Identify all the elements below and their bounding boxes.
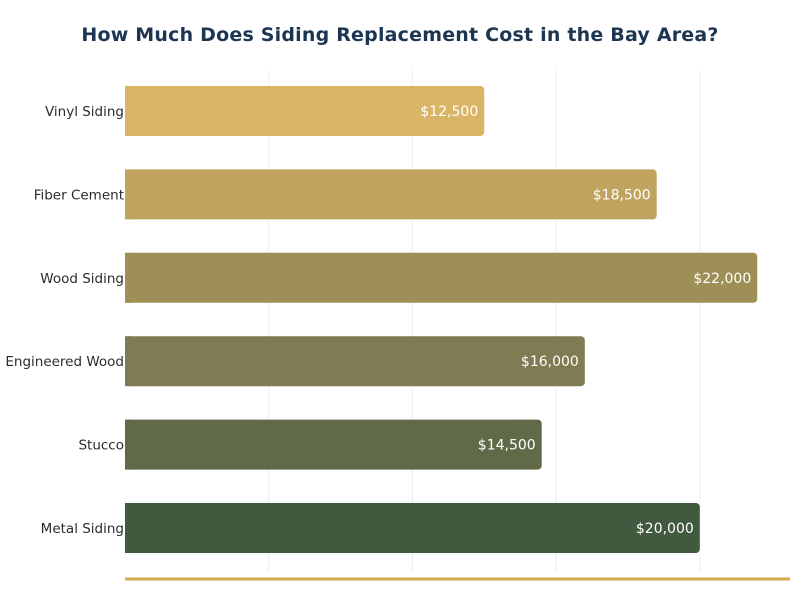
bar-edge-stucco (125, 419, 131, 470)
value-label-vinyl-siding: $12,500 (420, 104, 478, 120)
bar-edge-vinyl-siding (125, 86, 131, 136)
chart-title: How Much Does Siding Replacement Cost in… (81, 24, 719, 46)
value-label-stucco: $14,500 (478, 438, 536, 454)
bar-stucco (125, 419, 542, 470)
bar-edge-fiber-cement (125, 169, 131, 220)
bar-edge-wood-siding (125, 252, 131, 303)
category-label-vinyl-siding: Vinyl Siding (45, 104, 124, 120)
bar-edge-metal-siding (125, 503, 131, 553)
value-label-wood-siding: $22,000 (693, 271, 751, 287)
category-label-stucco: Stucco (78, 438, 124, 454)
bar-engineered-wood (125, 336, 585, 387)
value-label-fiber-cement: $18,500 (593, 187, 651, 203)
bars (125, 86, 758, 553)
category-label-wood-siding: Wood Siding (40, 271, 124, 287)
value-label-engineered-wood: $16,000 (521, 354, 579, 370)
bar-vinyl-siding (125, 86, 485, 136)
category-label-metal-siding: Metal Siding (41, 521, 124, 537)
bar-wood-siding (125, 252, 758, 303)
category-label-fiber-cement: Fiber Cement (34, 187, 124, 203)
value-label-metal-siding: $20,000 (636, 521, 694, 537)
grid-lines (268, 70, 701, 572)
bar-fiber-cement (125, 169, 657, 220)
category-labels: Vinyl Siding Fiber Cement Wood Siding Engin… (5, 104, 124, 537)
bar-metal-siding (125, 503, 700, 553)
value-labels: $12,500 $18,500 $22,000 $16,000 $14,500 $20,0… (420, 104, 751, 537)
bar-edge-engineered-wood (125, 336, 131, 387)
category-label-engineered-wood: Engineered Wood (5, 354, 124, 370)
